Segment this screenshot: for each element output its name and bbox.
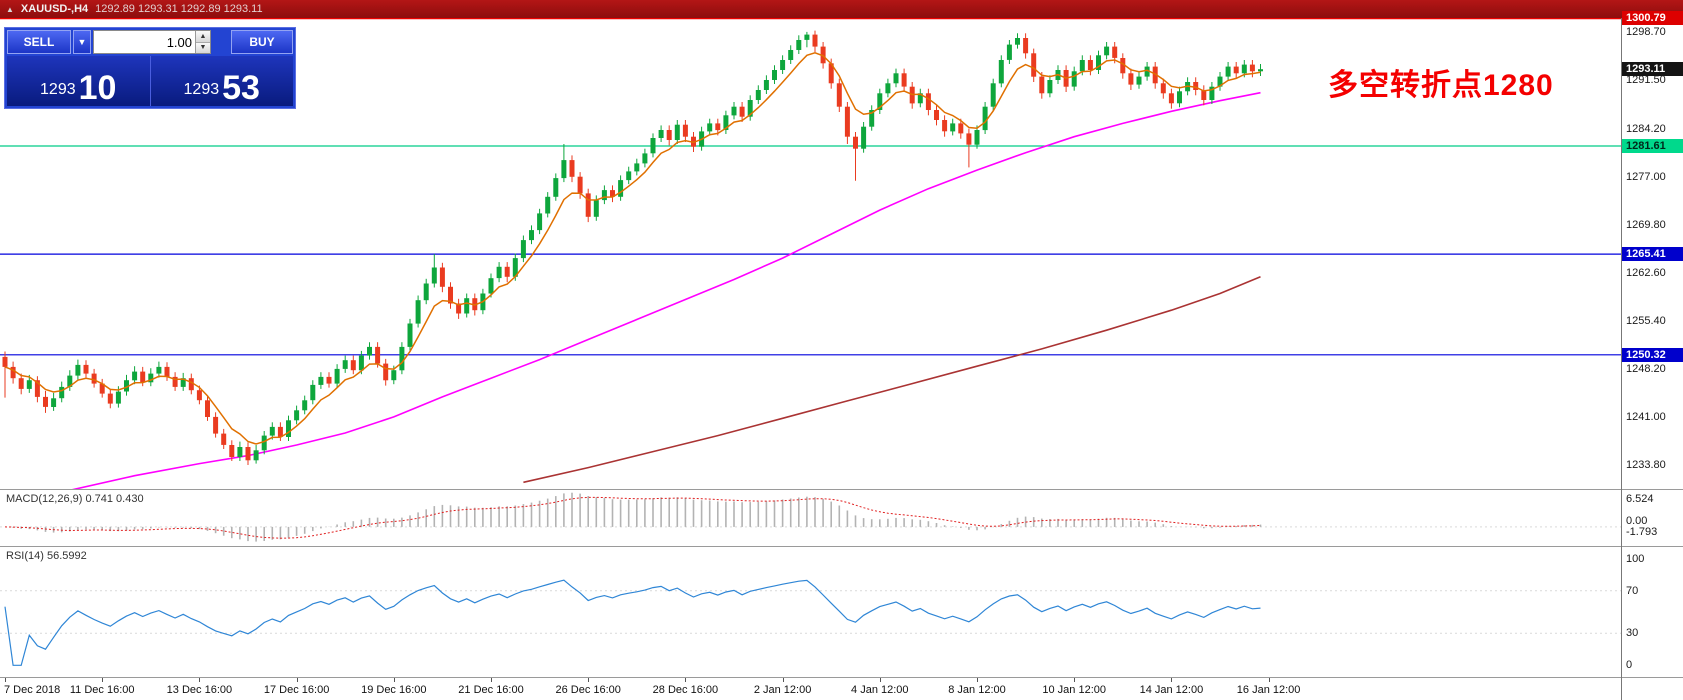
price-tick: 1233.80 — [1626, 459, 1666, 471]
time-axis-label: 10 Jan 12:00 — [1042, 684, 1106, 696]
time-axis-tick — [879, 678, 881, 682]
chevron-down-icon: ▼ — [77, 37, 87, 47]
time-axis-tick — [1074, 678, 1076, 682]
price-tag: 1281.61 — [1622, 139, 1683, 153]
pane-separator — [0, 489, 1683, 490]
time-axis-tick — [5, 678, 6, 682]
time-axis-tick — [1268, 678, 1270, 682]
price-tag: 1293.11 — [1622, 62, 1683, 77]
price-tick: 1241.00 — [1626, 410, 1666, 423]
chart-titlebar: ▲ XAUUSD-,H4 1292.89 1293.31 1292.89 129… — [0, 0, 1683, 18]
macd-axis-label: -1.793 — [1626, 525, 1658, 538]
ohlc-readout: 1292.89 1293.31 1292.89 1293.11 — [95, 3, 263, 15]
time-axis-label: 2 Jan 12:00 — [753, 684, 812, 696]
price-tick: 1262.60 — [1626, 266, 1666, 279]
chart-icon: ▲ — [6, 4, 14, 14]
pane-separator — [0, 546, 1683, 547]
volume-increase-button[interactable]: ▲ — [196, 31, 210, 43]
time-axis-label: 13 Dec 16:00 — [166, 684, 233, 696]
price-tick: 1269.80 — [1626, 218, 1666, 231]
time-axis-label: 7 Dec 2018 — [4, 684, 61, 696]
volume-decrease-button[interactable]: ▼ — [196, 42, 210, 53]
time-axis-tick — [782, 678, 784, 682]
rsi-label: RSI(14) 56.5992 — [6, 550, 87, 562]
time-axis-tick — [1171, 678, 1173, 682]
price-tick: 1291.50 — [1626, 74, 1666, 86]
time-axis-label: 26 Dec 16:00 — [555, 684, 621, 696]
time-axis-label: 8 Jan 12:00 — [948, 684, 1006, 696]
time-axis-tick — [588, 678, 590, 682]
sell-price-main: 1293 — [40, 81, 76, 98]
rsi-axis-label: 0 — [1626, 659, 1633, 672]
time-axis-label: 19 Dec 16:00 — [361, 684, 427, 696]
price-tick: 1284.20 — [1626, 122, 1666, 135]
buy-price-main: 1293 — [183, 81, 220, 98]
volume-dropdown-button[interactable]: ▼ — [73, 30, 91, 54]
price-tick: 1277.00 — [1626, 170, 1666, 183]
time-axis-label: 16 Jan 12:00 — [1236, 684, 1301, 696]
time-axis-label: 4 Jan 12:00 — [851, 684, 909, 696]
price-tick: 1248.20 — [1626, 362, 1666, 375]
time-axis-tick — [199, 678, 201, 682]
time-axis-tick — [685, 678, 687, 682]
macd-axis-label: 0.00 — [1626, 514, 1648, 527]
time-axis-label: 11 Dec 16:00 — [69, 684, 135, 696]
rsi-indicator-canvas[interactable] — [0, 547, 1621, 677]
volume-input[interactable] — [94, 31, 195, 53]
rsi-axis-label: 70 — [1626, 584, 1639, 597]
sell-price-quote[interactable]: 1293 10 — [7, 56, 151, 106]
volume-stepper: ▲ ▼ — [195, 31, 210, 53]
symbol-timeframe: XAUUSD-,H4 — [20, 3, 89, 15]
buy-price-pips: 53 — [222, 69, 260, 108]
buy-button[interactable]: BUY — [231, 30, 293, 54]
chart-annotation: 多空转折点1280 — [1328, 69, 1554, 102]
price-tick: 1255.40 — [1626, 314, 1666, 327]
price-tag: 1250.32 — [1622, 347, 1683, 362]
time-axis-tick — [491, 678, 492, 682]
sell-price-pips: 10 — [78, 69, 117, 108]
rsi-axis-label: 30 — [1626, 627, 1639, 640]
macd-label: MACD(12,26,9) 0.741 0.430 — [6, 493, 144, 505]
time-axis-tick — [393, 678, 395, 682]
one-click-trading-panel: SELL ▼ ▲ ▼ BUY 1293 10 1293 53 — [4, 27, 296, 109]
sell-button[interactable]: SELL — [7, 30, 71, 54]
volume-field: ▲ ▼ — [93, 30, 211, 54]
price-tick: 1298.70 — [1626, 25, 1666, 38]
buy-price-quote[interactable]: 1293 53 — [151, 56, 294, 106]
pane-separator — [0, 677, 1683, 678]
macd-axis-label: 6.524 — [1626, 493, 1654, 505]
price-tag: 1300.79 — [1622, 11, 1683, 25]
time-axis-label: 14 Jan 12:00 — [1139, 684, 1204, 696]
time-axis-tick — [296, 678, 298, 682]
macd-indicator-canvas[interactable] — [0, 490, 1621, 546]
time-axis-tick — [977, 678, 978, 682]
time-axis-label: 17 Dec 16:00 — [263, 684, 330, 696]
time-axis-tick — [102, 678, 104, 682]
time-axis-label: 28 Dec 16:00 — [652, 684, 719, 696]
price-axis-column — [1621, 18, 1683, 700]
price-tag: 1265.41 — [1622, 247, 1683, 262]
time-axis-label: 21 Dec 16:00 — [458, 684, 524, 696]
rsi-axis-label: 100 — [1626, 552, 1645, 565]
